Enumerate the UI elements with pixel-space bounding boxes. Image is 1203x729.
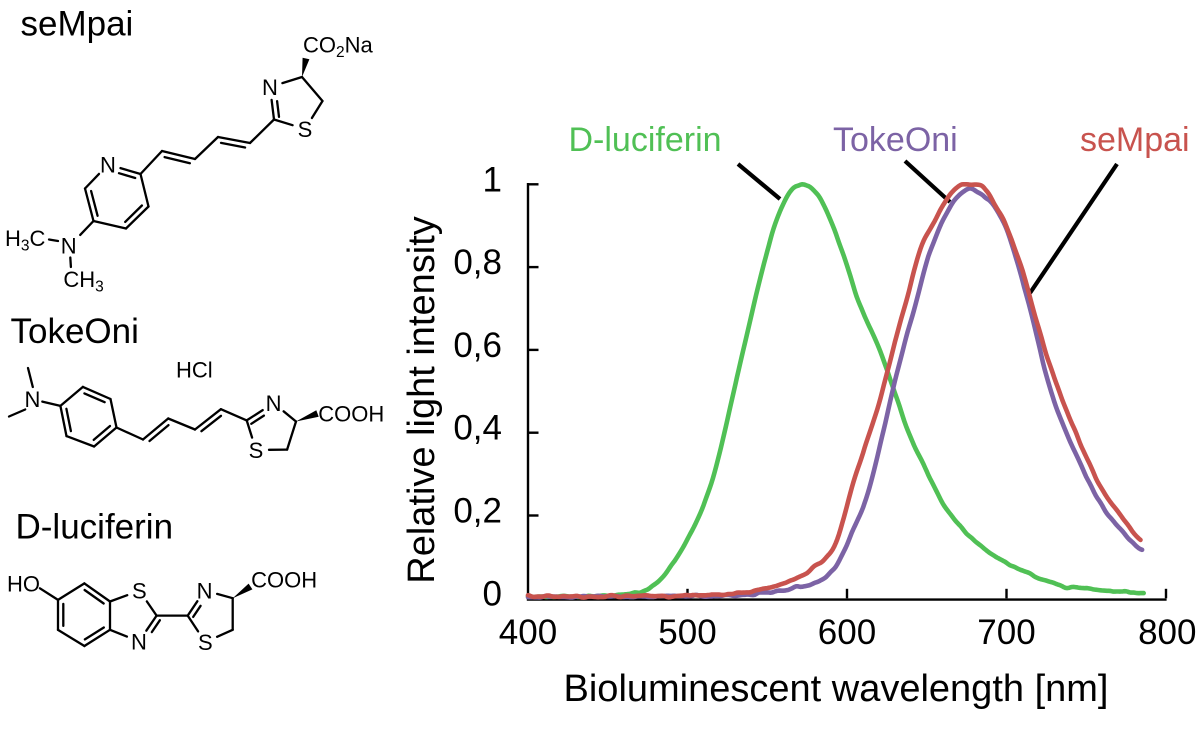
svg-text:S: S	[249, 438, 264, 463]
svg-text:N: N	[197, 578, 213, 603]
svg-text:1: 1	[483, 160, 502, 199]
svg-text:400: 400	[499, 613, 557, 652]
svg-text:N: N	[100, 152, 116, 177]
svg-text:0,8: 0,8	[453, 243, 502, 282]
svg-text:N: N	[262, 75, 278, 100]
svg-text:0,4: 0,4	[453, 409, 502, 448]
svg-text:S: S	[298, 117, 313, 142]
svg-text:N: N	[24, 387, 40, 412]
svg-text:HCl: HCl	[176, 358, 213, 383]
svg-text:HO: HO	[7, 572, 40, 597]
svg-text:0,2: 0,2	[453, 492, 502, 531]
svg-text:TokeOni: TokeOni	[11, 312, 139, 351]
svg-text:N: N	[131, 629, 147, 654]
svg-text:800: 800	[1138, 613, 1196, 652]
svg-text:seMpai: seMpai	[21, 5, 134, 44]
svg-text:COOH: COOH	[318, 402, 384, 427]
svg-text:seMpai: seMpai	[1080, 121, 1190, 159]
svg-text:500: 500	[658, 613, 716, 652]
svg-text:D-luciferin: D-luciferin	[16, 508, 174, 547]
svg-text:700: 700	[977, 613, 1035, 652]
svg-text:N: N	[266, 391, 282, 416]
svg-text:0: 0	[483, 574, 502, 613]
svg-text:Bioluminescent wavelength [nm]: Bioluminescent wavelength [nm]	[564, 668, 1109, 710]
svg-text:S: S	[132, 579, 147, 604]
svg-text:COOH: COOH	[251, 568, 317, 593]
svg-text:Relative light intensity: Relative light intensity	[401, 216, 443, 584]
svg-text:S: S	[198, 630, 213, 655]
svg-text:600: 600	[818, 613, 876, 652]
svg-text:D-luciferin: D-luciferin	[569, 121, 722, 159]
svg-text:0,6: 0,6	[453, 326, 502, 365]
svg-text:TokeOni: TokeOni	[833, 121, 958, 159]
svg-text:N: N	[61, 233, 77, 258]
